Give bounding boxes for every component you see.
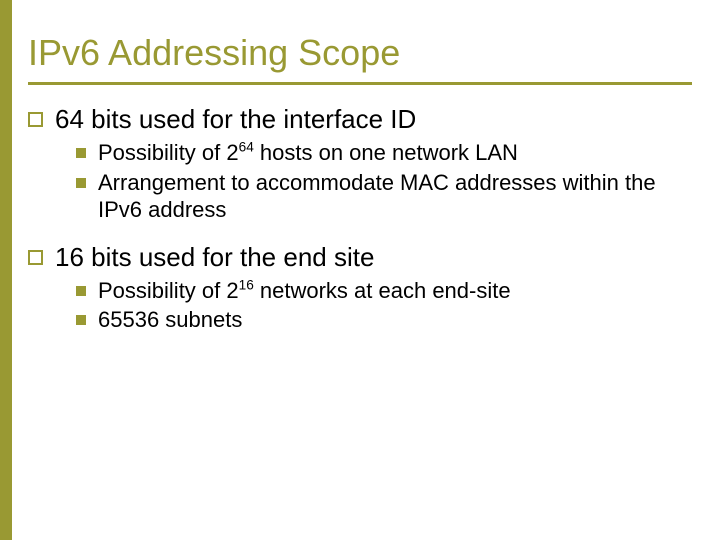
bullet-text: Possibility of 216 networks at each end-… [98, 277, 511, 305]
slide: IPv6 Addressing Scope 64 bits used for t… [0, 0, 720, 540]
square-solid-icon [76, 286, 86, 296]
bullet-level2: Possibility of 264 hosts on one network … [76, 139, 692, 167]
bullet-level2: Possibility of 216 networks at each end-… [76, 277, 692, 305]
bullet-text: 16 bits used for the end site [55, 242, 374, 273]
square-outline-icon [28, 250, 43, 265]
bullet-level1: 16 bits used for the end site [28, 242, 692, 273]
slide-body: 64 bits used for the interface ID Possib… [28, 104, 692, 352]
bullet-level2: Arrangement to accommodate MAC addresses… [76, 169, 692, 224]
square-outline-icon [28, 112, 43, 127]
accent-sidebar [0, 0, 12, 540]
bullet-text: 64 bits used for the interface ID [55, 104, 416, 135]
bullet-level1: 64 bits used for the interface ID [28, 104, 692, 135]
square-solid-icon [76, 148, 86, 158]
bullet-text: Possibility of 264 hosts on one network … [98, 139, 518, 167]
bullet-text: 65536 subnets [98, 306, 242, 334]
bullet-text: Arrangement to accommodate MAC addresses… [98, 169, 692, 224]
title-underline [28, 82, 692, 85]
square-solid-icon [76, 178, 86, 188]
sub-bullet-group: Possibility of 264 hosts on one network … [76, 139, 692, 224]
sub-bullet-group: Possibility of 216 networks at each end-… [76, 277, 692, 334]
slide-title: IPv6 Addressing Scope [28, 32, 400, 74]
bullet-level2: 65536 subnets [76, 306, 692, 334]
square-solid-icon [76, 315, 86, 325]
